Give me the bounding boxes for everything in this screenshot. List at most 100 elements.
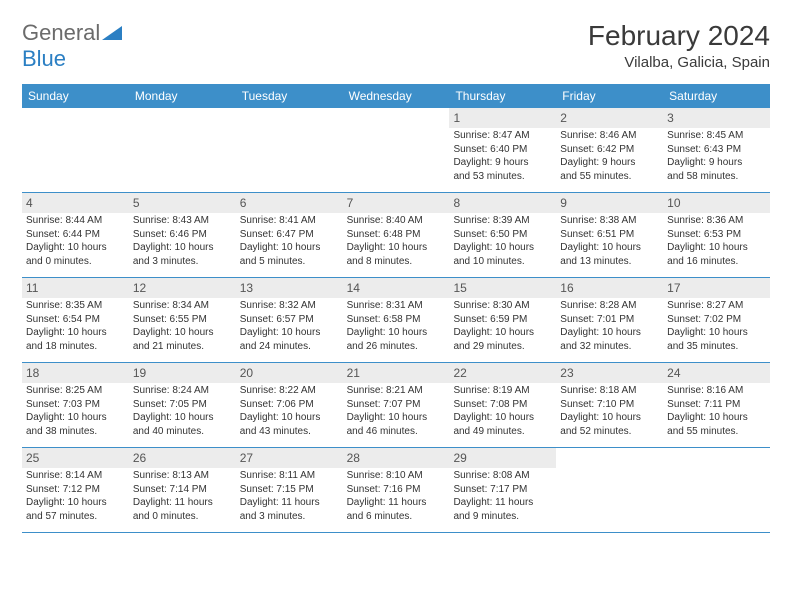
brand-triangle-icon [102,20,122,46]
day-line: Sunset: 7:17 PM [453,483,552,497]
day-line: and 38 minutes. [26,425,125,439]
day-line: Sunrise: 8:24 AM [133,384,232,398]
day-line: Sunrise: 8:35 AM [26,299,125,313]
day-number: 27 [236,448,343,468]
day-number: 14 [343,278,450,298]
day-number: 13 [236,278,343,298]
header: GeneralBlue February 2024 Vilalba, Galic… [22,20,770,72]
week-row: 4Sunrise: 8:44 AMSunset: 6:44 PMDaylight… [22,193,770,278]
day-line: Sunset: 6:55 PM [133,313,232,327]
day-line: Sunrise: 8:25 AM [26,384,125,398]
day-cell: 15Sunrise: 8:30 AMSunset: 6:59 PMDayligh… [449,278,556,362]
day-cell: 5Sunrise: 8:43 AMSunset: 6:46 PMDaylight… [129,193,236,277]
day-body: Sunrise: 8:22 AMSunset: 7:06 PMDaylight:… [236,383,343,441]
day-cell: 22Sunrise: 8:19 AMSunset: 7:08 PMDayligh… [449,363,556,447]
day-line: Daylight: 10 hours [667,241,766,255]
day-line: Daylight: 10 hours [560,411,659,425]
day-body: Sunrise: 8:45 AMSunset: 6:43 PMDaylight:… [663,128,770,186]
brand-logo: GeneralBlue [22,20,122,72]
day-line: Daylight: 10 hours [453,411,552,425]
day-line: Sunset: 7:07 PM [347,398,446,412]
day-cell: 28Sunrise: 8:10 AMSunset: 7:16 PMDayligh… [343,448,450,532]
day-line: and 3 minutes. [240,510,339,524]
day-line: and 10 minutes. [453,255,552,269]
day-line: and 55 minutes. [560,170,659,184]
day-line: Sunrise: 8:28 AM [560,299,659,313]
day-body: Sunrise: 8:43 AMSunset: 6:46 PMDaylight:… [129,213,236,271]
day-cell [22,108,129,192]
day-body: Sunrise: 8:18 AMSunset: 7:10 PMDaylight:… [556,383,663,441]
brand-name-2: Blue [22,46,66,71]
day-line: Sunrise: 8:21 AM [347,384,446,398]
day-line: Daylight: 10 hours [560,241,659,255]
day-cell: 18Sunrise: 8:25 AMSunset: 7:03 PMDayligh… [22,363,129,447]
day-line: Daylight: 10 hours [560,326,659,340]
calendar: Sunday Monday Tuesday Wednesday Thursday… [22,84,770,533]
day-line: Sunrise: 8:18 AM [560,384,659,398]
day-line: Daylight: 11 hours [347,496,446,510]
day-number: 1 [449,108,556,128]
week-row: 1Sunrise: 8:47 AMSunset: 6:40 PMDaylight… [22,108,770,193]
day-line: and 3 minutes. [133,255,232,269]
day-body: Sunrise: 8:16 AMSunset: 7:11 PMDaylight:… [663,383,770,441]
day-body: Sunrise: 8:10 AMSunset: 7:16 PMDaylight:… [343,468,450,526]
day-line: Sunrise: 8:34 AM [133,299,232,313]
day-line: Sunset: 6:40 PM [453,143,552,157]
day-body: Sunrise: 8:46 AMSunset: 6:42 PMDaylight:… [556,128,663,186]
day-line: Sunrise: 8:38 AM [560,214,659,228]
day-line: Sunset: 7:15 PM [240,483,339,497]
day-line: and 5 minutes. [240,255,339,269]
day-header: Wednesday [343,84,450,108]
day-body: Sunrise: 8:30 AMSunset: 6:59 PMDaylight:… [449,298,556,356]
day-cell: 16Sunrise: 8:28 AMSunset: 7:01 PMDayligh… [556,278,663,362]
day-line: and 49 minutes. [453,425,552,439]
day-line: and 43 minutes. [240,425,339,439]
day-number: 25 [22,448,129,468]
day-line: Daylight: 10 hours [667,326,766,340]
day-cell: 26Sunrise: 8:13 AMSunset: 7:14 PMDayligh… [129,448,236,532]
day-body: Sunrise: 8:39 AMSunset: 6:50 PMDaylight:… [449,213,556,271]
day-header: Thursday [449,84,556,108]
day-line: Sunset: 6:59 PM [453,313,552,327]
day-cell: 10Sunrise: 8:36 AMSunset: 6:53 PMDayligh… [663,193,770,277]
day-body: Sunrise: 8:19 AMSunset: 7:08 PMDaylight:… [449,383,556,441]
day-line: Sunrise: 8:36 AM [667,214,766,228]
week-row: 18Sunrise: 8:25 AMSunset: 7:03 PMDayligh… [22,363,770,448]
day-line: Sunset: 7:01 PM [560,313,659,327]
brand-name: GeneralBlue [22,20,122,72]
day-line: and 55 minutes. [667,425,766,439]
day-number: 7 [343,193,450,213]
day-line: Daylight: 9 hours [560,156,659,170]
day-line: Daylight: 11 hours [240,496,339,510]
day-number: 3 [663,108,770,128]
day-line: Sunset: 6:57 PM [240,313,339,327]
day-body: Sunrise: 8:14 AMSunset: 7:12 PMDaylight:… [22,468,129,526]
day-cell: 6Sunrise: 8:41 AMSunset: 6:47 PMDaylight… [236,193,343,277]
day-line: Daylight: 10 hours [347,326,446,340]
day-line: Daylight: 10 hours [347,241,446,255]
day-line: and 58 minutes. [667,170,766,184]
day-line: Daylight: 10 hours [240,241,339,255]
day-header-row: Sunday Monday Tuesday Wednesday Thursday… [22,84,770,108]
day-number: 17 [663,278,770,298]
day-cell [663,448,770,532]
day-cell: 21Sunrise: 8:21 AMSunset: 7:07 PMDayligh… [343,363,450,447]
day-line: Daylight: 10 hours [240,411,339,425]
day-body: Sunrise: 8:44 AMSunset: 6:44 PMDaylight:… [22,213,129,271]
day-body: Sunrise: 8:34 AMSunset: 6:55 PMDaylight:… [129,298,236,356]
day-number: 28 [343,448,450,468]
weeks-container: 1Sunrise: 8:47 AMSunset: 6:40 PMDaylight… [22,108,770,533]
day-body: Sunrise: 8:31 AMSunset: 6:58 PMDaylight:… [343,298,450,356]
day-cell: 29Sunrise: 8:08 AMSunset: 7:17 PMDayligh… [449,448,556,532]
day-line: Sunset: 7:03 PM [26,398,125,412]
day-body: Sunrise: 8:35 AMSunset: 6:54 PMDaylight:… [22,298,129,356]
day-line: Sunset: 6:43 PM [667,143,766,157]
day-line: Sunset: 6:51 PM [560,228,659,242]
location: Vilalba, Galicia, Spain [588,54,770,71]
day-cell: 12Sunrise: 8:34 AMSunset: 6:55 PMDayligh… [129,278,236,362]
day-cell: 9Sunrise: 8:38 AMSunset: 6:51 PMDaylight… [556,193,663,277]
day-line: and 57 minutes. [26,510,125,524]
brand-name-1: General [22,20,100,45]
day-line: Daylight: 10 hours [240,326,339,340]
day-number: 21 [343,363,450,383]
